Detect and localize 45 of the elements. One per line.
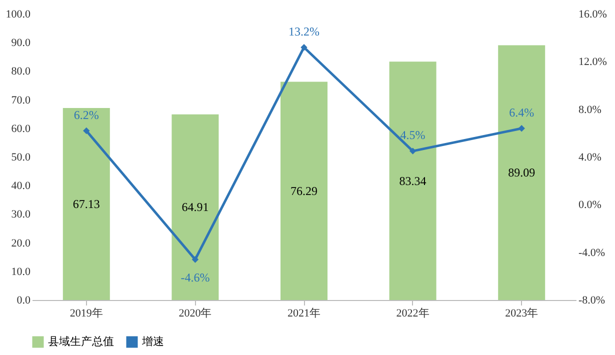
y2-tick-label: -8.0% — [578, 294, 606, 306]
bar — [280, 82, 328, 300]
y2-tick-label: -4.0% — [578, 246, 606, 259]
data-label: 67.13 — [72, 197, 100, 212]
point — [192, 256, 199, 263]
data-label: 76.29 — [290, 184, 318, 198]
y-tick-label: 60.0 — [11, 122, 31, 135]
y-tick-label: 70.0 — [11, 94, 31, 106]
x-tick-label: 2022年 — [396, 308, 430, 320]
y-tick-label: 30.0 — [11, 208, 31, 221]
y-tick-label: 80.0 — [11, 66, 31, 78]
data-label: 89.09 — [508, 166, 536, 180]
y-tick-label: 40.0 — [11, 180, 31, 192]
y2-tick-label: 16.0% — [578, 8, 607, 20]
data-label: 83.34 — [399, 174, 426, 188]
y-tick-label: 90.0 — [11, 37, 31, 50]
y-tick-label: 10.0 — [11, 266, 31, 278]
bar — [62, 108, 110, 300]
data-label: 6.2% — [74, 108, 99, 122]
legend-label: 县域生产总值 — [48, 335, 114, 348]
data-label: 64.91 — [182, 200, 209, 214]
point — [518, 125, 525, 132]
x-tick-label: 2019年 — [70, 308, 103, 320]
y2-tick-label: 4.0% — [578, 152, 602, 164]
y2-tick-label: 0.0% — [578, 199, 602, 212]
point — [300, 44, 308, 51]
x-tick-label: 2023年 — [505, 308, 538, 320]
y2-tick-label: 12.0% — [578, 56, 607, 68]
y-tick-label: 100.0 — [6, 8, 31, 20]
y-tick-label: 0.0 — [16, 294, 31, 306]
x-tick-label: 2020年 — [178, 308, 212, 320]
legend-label: 增速 — [141, 335, 164, 348]
point — [83, 127, 90, 134]
point — [409, 148, 416, 154]
bar — [498, 45, 546, 300]
data-label: -4.6% — [180, 270, 210, 284]
y-tick-label: 20.0 — [11, 237, 31, 250]
data-label: 4.5% — [400, 128, 426, 142]
x-tick-label: 2021年 — [288, 308, 320, 320]
y2-tick-label: 8.0% — [578, 104, 602, 116]
bar — [389, 62, 436, 300]
bar — [172, 114, 219, 300]
data-label: 6.4% — [509, 105, 534, 120]
y-tick-label: 50.0 — [11, 152, 31, 164]
data-label: 13.2% — [288, 24, 320, 38]
